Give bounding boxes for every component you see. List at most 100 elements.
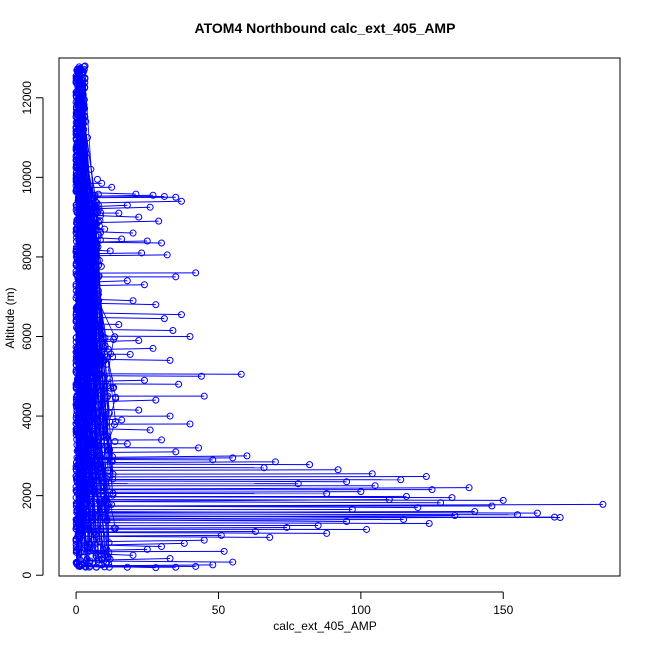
band-point: [93, 427, 101, 435]
data-point: [143, 237, 151, 245]
y-tick-label: 0: [20, 572, 34, 579]
data-point: [87, 165, 95, 173]
data-point: [169, 327, 177, 335]
plot-frame: [58, 57, 621, 577]
series-segment: [84, 455, 247, 459]
band-point: [90, 213, 98, 221]
data-point: [197, 372, 205, 380]
dense-data-band: [72, 62, 120, 571]
series-segment: [84, 457, 233, 460]
data-point: [81, 74, 89, 82]
data-point: [195, 444, 203, 452]
band-point: [73, 129, 81, 137]
series-segment: [84, 557, 171, 561]
series-segment: [84, 204, 128, 208]
series-segment: [84, 565, 196, 567]
data-point: [217, 531, 225, 539]
series-segment: [84, 254, 168, 257]
series-segment: [84, 442, 128, 445]
data-point: [98, 179, 106, 187]
y-axis: 0 2000 4000 6000 8000 10000 12000: [20, 81, 44, 579]
series-segment: [84, 191, 136, 195]
data-point: [260, 464, 268, 472]
y-tick-label: 2000: [20, 482, 34, 509]
data-point: [237, 370, 245, 378]
data-point: [80, 126, 88, 134]
series-segment: [84, 387, 114, 391]
series-segment: [84, 505, 418, 509]
series-segment: [84, 469, 339, 471]
series-segment: [84, 206, 151, 210]
data-point: [109, 384, 117, 392]
data-point: [129, 551, 137, 559]
data-point: [180, 539, 188, 547]
data-point: [402, 492, 410, 500]
band-point: [75, 276, 83, 284]
series-segment: [84, 513, 518, 516]
series-segment: [84, 515, 561, 519]
series-segment: [84, 399, 156, 403]
series-segment: [84, 427, 151, 431]
data-point: [166, 412, 174, 420]
series-segment: [84, 214, 139, 218]
band-point: [77, 76, 85, 84]
data-point: [294, 480, 302, 488]
band-segment: [75, 544, 107, 556]
data-point: [140, 281, 148, 289]
data-point: [129, 229, 137, 237]
band-segment: [78, 161, 108, 509]
data-point: [172, 448, 180, 456]
series-segment: [84, 230, 134, 234]
data-point: [400, 516, 408, 524]
data-point: [123, 563, 131, 571]
data-point: [192, 562, 200, 570]
data-point: [80, 63, 88, 71]
band-point: [72, 559, 80, 567]
series-segment: [84, 375, 202, 377]
data-point: [83, 400, 91, 408]
band-point: [110, 421, 118, 429]
series-segment: [84, 530, 256, 533]
data-point: [186, 420, 194, 428]
data-point: [140, 376, 148, 384]
data-point: [152, 301, 160, 309]
data-point: [78, 106, 86, 114]
data-point: [149, 191, 157, 199]
data-point: [82, 149, 90, 157]
data-point: [175, 380, 183, 388]
data-point: [79, 195, 87, 203]
data-point: [82, 241, 90, 249]
band-segment: [84, 169, 103, 379]
series-segment: [84, 491, 361, 493]
data-point: [138, 249, 146, 257]
series-segment: [84, 200, 182, 204]
data-point: [78, 561, 86, 569]
data-point: [126, 350, 134, 358]
series-segment: [84, 496, 452, 499]
band-point: [99, 545, 107, 553]
series-segment: [84, 347, 153, 351]
data-point: [425, 519, 433, 527]
band-point: [112, 393, 120, 401]
data-point: [556, 514, 564, 522]
y-tick-label: 8000: [20, 243, 34, 270]
band-point: [91, 305, 99, 313]
data-point: [357, 488, 365, 496]
series-segment: [84, 328, 173, 332]
data-point: [123, 440, 131, 448]
series-segment: [84, 417, 122, 421]
data-point: [82, 118, 90, 126]
data-point: [123, 277, 131, 285]
series-segment: [84, 461, 276, 464]
series-segment: [84, 480, 347, 483]
series-segment: [84, 284, 145, 287]
data-point: [200, 536, 208, 544]
data-point: [172, 563, 180, 571]
data-point: [78, 142, 86, 150]
band-segment: [81, 339, 114, 531]
series-segment: [84, 535, 270, 538]
data-point: [209, 561, 217, 569]
series-segment: [84, 358, 171, 361]
data-point: [77, 171, 85, 179]
x-tick-label: 100: [351, 603, 371, 617]
